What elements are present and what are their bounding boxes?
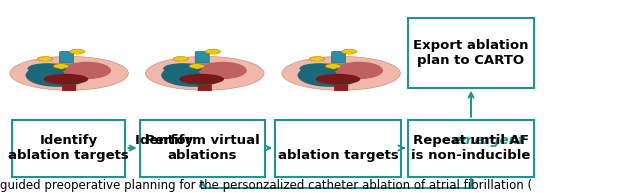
Text: ablation targets: ablation targets (8, 149, 129, 162)
Text: Export ablation: Export ablation (413, 39, 529, 52)
Circle shape (310, 57, 325, 61)
FancyBboxPatch shape (332, 52, 346, 63)
FancyBboxPatch shape (62, 85, 76, 91)
Ellipse shape (163, 63, 202, 74)
Circle shape (326, 64, 341, 69)
FancyBboxPatch shape (275, 120, 401, 177)
Circle shape (189, 64, 205, 69)
Text: Perform virtual: Perform virtual (145, 134, 260, 147)
Ellipse shape (332, 51, 344, 53)
Text: is non-inducible: is non-inducible (412, 149, 531, 162)
Text: plan to CARTO: plan to CARTO (417, 54, 525, 67)
Ellipse shape (300, 63, 338, 74)
Ellipse shape (298, 64, 362, 87)
Circle shape (54, 64, 69, 69)
FancyBboxPatch shape (60, 52, 74, 63)
Ellipse shape (44, 74, 88, 85)
Ellipse shape (161, 64, 225, 87)
Text: guided preoperative planning for the personzalized catheter ablation of atrial f: guided preoperative planning for the per… (0, 179, 532, 192)
Text: ablation targets: ablation targets (278, 149, 398, 162)
Ellipse shape (335, 62, 383, 79)
Text: Repeat until AF: Repeat until AF (413, 134, 529, 147)
FancyBboxPatch shape (408, 120, 534, 177)
Text: Identify: Identify (40, 134, 97, 147)
Circle shape (38, 57, 53, 61)
Ellipse shape (196, 51, 207, 53)
Text: Identify: Identify (135, 134, 198, 147)
Ellipse shape (179, 74, 224, 85)
Circle shape (205, 49, 220, 54)
Ellipse shape (26, 64, 90, 87)
Ellipse shape (63, 62, 111, 79)
FancyBboxPatch shape (195, 52, 209, 63)
FancyBboxPatch shape (334, 85, 348, 91)
Ellipse shape (28, 63, 66, 74)
Ellipse shape (10, 56, 129, 90)
Ellipse shape (316, 74, 360, 85)
FancyBboxPatch shape (12, 120, 125, 177)
Circle shape (69, 49, 85, 54)
FancyBboxPatch shape (140, 120, 265, 177)
FancyBboxPatch shape (408, 18, 534, 88)
Circle shape (173, 57, 189, 61)
Ellipse shape (282, 56, 401, 90)
Ellipse shape (60, 51, 72, 53)
FancyBboxPatch shape (198, 85, 212, 91)
Text: ablations: ablations (168, 149, 237, 162)
Ellipse shape (146, 56, 264, 90)
Text: emergent: emergent (452, 134, 525, 147)
Circle shape (342, 49, 357, 54)
Ellipse shape (199, 62, 247, 79)
